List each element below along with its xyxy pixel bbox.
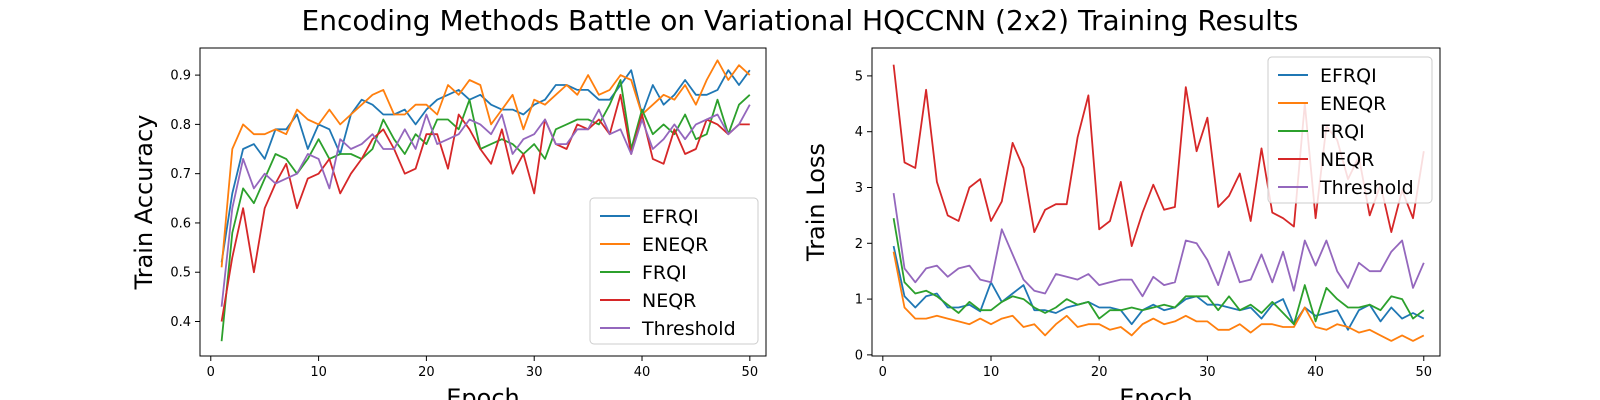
acc-y-axis-label: Train Accuracy [130,115,158,291]
loss-series-line-frqi [892,218,1425,326]
acc-series-line-neqr [220,93,750,322]
acc-y-tick-label: 0.8 [170,118,191,133]
loss-x-tick-label: 30 [1199,365,1216,380]
loss-y-tick-label: 2 [855,237,863,252]
acc-series-line-efrqi [220,69,751,263]
acc-legend-label-eneqr: ENEQR [642,234,708,256]
loss-x-tick-label: 10 [983,365,1000,380]
acc-legend-label-efrqi: EFRQI [642,206,699,228]
figure-title: Encoding Methods Battle on Variational H… [302,4,1299,37]
acc-legend-label-frqi: FRQI [642,262,687,284]
loss-legend-label-efrqi: EFRQI [1320,65,1377,87]
loss-y-tick-label: 0 [855,348,863,363]
acc-series-line-threshold [220,104,751,307]
acc-x-tick-label: 10 [310,365,327,380]
loss-axes-frame [871,47,1441,357]
acc-axes-frame [199,47,767,357]
loss-series-line-efrqi [892,245,1425,331]
loss-x-tick-label: 20 [1091,365,1108,380]
loss-y-tick-label: 3 [855,181,863,196]
loss-y-tick-label: 1 [855,293,863,308]
acc-x-tick-label: 50 [742,365,759,380]
acc-legend-label-threshold: Threshold [641,318,736,340]
loss-x-axis-label: Epoch [1119,384,1193,400]
acc-legend-label-neqr: NEQR [642,290,696,312]
acc-y-tick-label: 0.4 [170,315,191,330]
acc-x-tick-label: 30 [526,365,543,380]
acc-legend-box [589,197,759,345]
loss-y-tick-label: 4 [855,125,863,140]
acc-x-tick-label: 0 [207,365,215,380]
loss-x-tick-label: 40 [1307,365,1324,380]
loss-y-tick-label: 5 [855,69,863,84]
loss-x-tick-label: 50 [1415,365,1432,380]
accuracy-chart: 0 10 20 30 40 50 0.4 0.5 0.6 0.7 0.8 0.9 Train Accur… [130,47,767,400]
loss-legend-label-eneqr: ENEQR [1320,93,1386,115]
loss-series-line-eneqr [892,251,1425,342]
loss-y-axis-label: Train Loss [802,143,830,262]
acc-y-tick-label: 0.5 [170,266,191,281]
loss-x-tick-label: 0 [879,365,887,380]
acc-series-line-eneqr [220,59,751,268]
acc-y-tick-label: 0.6 [170,216,191,231]
loss-series-line-threshold [892,192,1425,298]
acc-x-tick-label: 20 [418,365,435,380]
acc-x-tick-label: 40 [634,365,651,380]
acc-y-tick-label: 0.7 [170,167,191,182]
loss-legend-label-frqi: FRQI [1320,121,1365,143]
acc-x-axis-label: Epoch [446,384,520,400]
loss-legend-label-threshold: Threshold [1319,177,1414,199]
loss-legend-label-neqr: NEQR [1320,149,1374,171]
loss-chart: 0 10 20 30 40 50 0 1 2 3 4 5 Train Loss Epoch EFRQI ENE… [802,47,1441,400]
loss-legend-box [1267,56,1433,204]
acc-y-tick-label: 0.9 [170,69,191,84]
